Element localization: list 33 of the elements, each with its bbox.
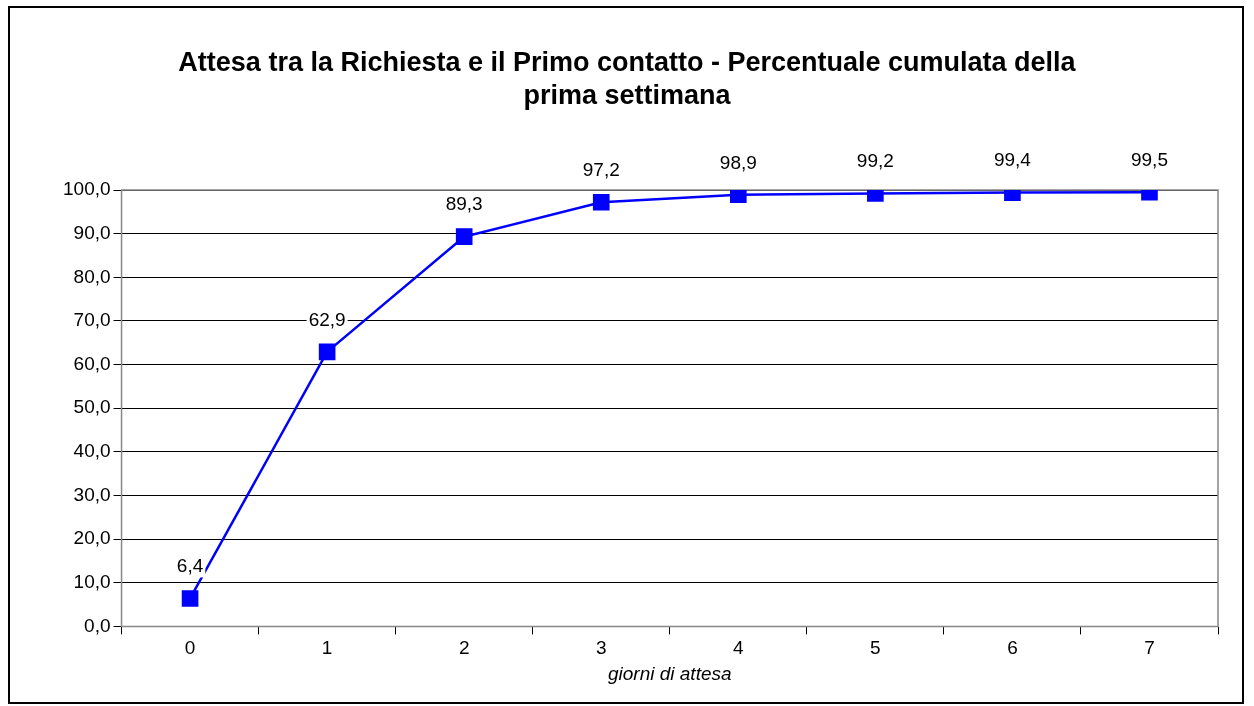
data-label: 62,9 [308,308,346,330]
x-tick-label: 1 [321,637,333,659]
y-tick-label: 100,0 [63,178,111,200]
data-label: 99,4 [993,149,1032,171]
data-label: 99,5 [1130,148,1168,170]
y-tick-label: 10,0 [73,570,111,592]
data-label: 98,9 [719,151,757,173]
x-tick-label: 6 [1007,637,1018,659]
data-label: 99,2 [856,150,894,172]
x-axis-title: giorni di attesa [607,662,732,684]
chart-title: Attesa tra la Richiesta e il Primo contatto - Percentuale cumulata della prima settimana [177,46,1077,112]
point [181,590,199,607]
y-tick-label: 40,0 [73,440,111,462]
y-tick-label: 70,0 [73,309,111,331]
data-label: 89,3 [445,193,483,215]
x-tick-label: 7 [1144,637,1155,659]
x-tick-label: 2 [458,637,470,659]
data-label: 97,2 [582,158,620,180]
y-tick-label: 80,0 [73,265,111,287]
point [318,343,336,361]
y-tick-label: 20,0 [73,527,111,549]
x-tick-label: 4 [733,637,745,659]
point [729,190,747,204]
y-tick-label: 60,0 [73,352,111,374]
point [455,228,473,246]
x-tick-label: 0 [184,637,196,659]
y-tick-label: 50,0 [73,396,111,418]
y-tick-label: 30,0 [73,483,111,505]
y-tick-label: 0,0 [84,614,111,636]
data-label: 6,4 [176,555,204,577]
x-tick-label: 3 [595,637,607,659]
x-tick-label: 5 [870,637,881,659]
y-tick-label: 90,0 [73,221,111,243]
